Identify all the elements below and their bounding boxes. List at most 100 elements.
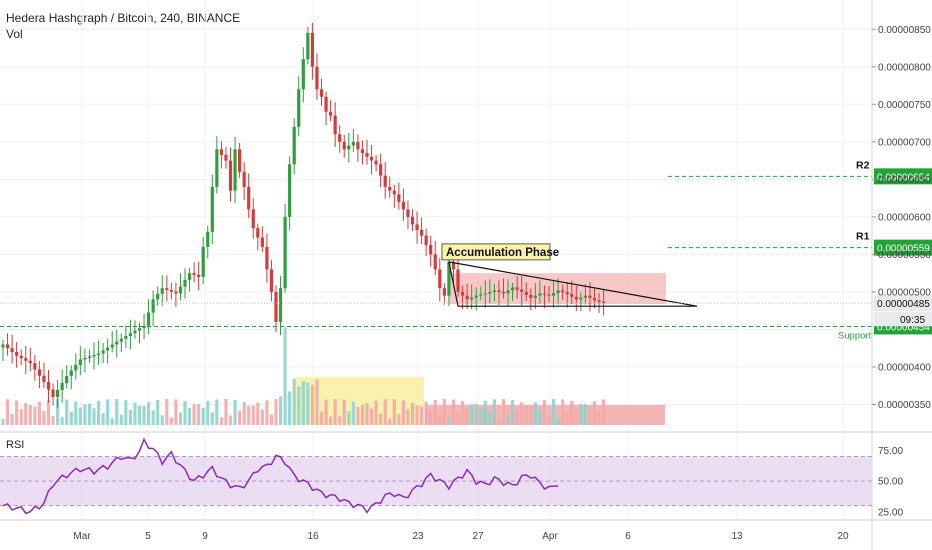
annotation-box	[441, 243, 551, 261]
level-name-r2: R2	[856, 159, 870, 171]
volume-bar	[165, 399, 169, 425]
volume-bar	[178, 412, 183, 425]
volume-bar	[74, 401, 78, 425]
candle-body	[169, 289, 173, 292]
volume-bar	[106, 399, 110, 425]
volume-bar	[183, 401, 187, 425]
candle-body	[342, 141, 346, 150]
countdown-tag	[874, 312, 932, 327]
candle-body	[497, 290, 501, 292]
candle-body	[260, 237, 264, 247]
candle-body	[256, 228, 260, 238]
volume-bar	[42, 411, 46, 425]
volume-bar	[124, 400, 128, 425]
volume-bar	[137, 405, 142, 425]
candle-body	[338, 134, 342, 142]
candle-body	[119, 338, 123, 342]
volume-bar	[215, 399, 219, 425]
volume-bar	[10, 413, 14, 425]
volume-bar	[269, 414, 274, 425]
volume-label: Vol	[6, 27, 23, 41]
candle-body	[165, 288, 169, 290]
volume-bar	[156, 400, 160, 425]
candle-body	[470, 297, 474, 300]
volume-bar	[351, 401, 355, 425]
volume-bar	[329, 416, 333, 425]
time-axis-label: 9	[202, 531, 208, 542]
volume-bar	[65, 399, 69, 425]
volume-bar	[374, 400, 378, 425]
volume-bar	[511, 400, 515, 425]
volume-bar	[274, 399, 278, 425]
volume-bar	[570, 400, 574, 425]
candle-body	[128, 333, 132, 337]
candle-body	[592, 297, 597, 301]
candle-body	[529, 294, 533, 298]
candle-body	[133, 330, 137, 334]
candle-body	[356, 141, 360, 150]
candle-body	[574, 296, 578, 300]
volume-bar	[46, 399, 51, 425]
candle-body	[410, 216, 415, 225]
volume-bar	[415, 405, 419, 425]
volume-bar	[142, 406, 146, 425]
time-axis-label: 5	[145, 531, 151, 542]
candle-body	[160, 288, 164, 294]
volume-bar	[497, 417, 501, 425]
candle-body	[588, 295, 592, 298]
volume-bar	[224, 399, 228, 425]
current-price-tag-label: 0.00000485	[877, 299, 930, 310]
volume-bar	[447, 417, 451, 425]
candle-body	[501, 291, 506, 294]
price-tag-r2-tag-label: 0.00000654	[877, 172, 930, 183]
volume-bar	[533, 402, 537, 425]
candle-body	[24, 358, 28, 361]
price-axis-label: 0.00000400	[878, 362, 931, 373]
volume-bar	[524, 405, 528, 425]
volume-bar	[315, 379, 319, 425]
candle-body	[247, 186, 251, 210]
volume-bar	[456, 412, 460, 425]
candle-body	[274, 291, 278, 322]
time-axis-label: 20	[837, 531, 849, 542]
volume-bar	[342, 399, 346, 425]
volume-bar	[347, 411, 351, 425]
candle-body	[460, 291, 465, 296]
time-axis-label: 16	[307, 531, 319, 542]
volume-bar	[556, 417, 560, 425]
volume-bar	[238, 410, 242, 425]
candle-body	[15, 351, 19, 356]
volume-bar	[465, 407, 469, 425]
volume-bar	[278, 396, 283, 425]
candle-body	[78, 359, 82, 365]
volume-bar	[69, 411, 73, 425]
volume-bar	[192, 403, 196, 425]
candle-body	[197, 275, 201, 277]
candle-body	[602, 301, 606, 304]
candle-body	[424, 235, 428, 246]
volume-bar	[301, 381, 305, 425]
candle-body	[383, 175, 387, 187]
time-axis-label: 13	[731, 531, 743, 542]
price-tag-r1-tag-label: 0.00000559	[877, 244, 930, 255]
candle-body	[269, 269, 274, 292]
price-tag-r2-tag	[874, 168, 932, 185]
volume-bar	[260, 409, 264, 425]
candle-body	[178, 286, 183, 294]
volume-bar	[474, 403, 478, 425]
rsi-line	[2, 437, 559, 515]
volume-bar	[233, 399, 237, 425]
candle-body	[101, 350, 105, 354]
descending-triangle	[448, 261, 698, 307]
candle-body	[329, 111, 333, 116]
candle-body	[142, 325, 146, 329]
volume-bar	[133, 402, 137, 425]
candle-body	[524, 291, 528, 295]
candle-body	[210, 186, 214, 232]
candle-body	[442, 288, 446, 296]
volume-bar	[174, 399, 178, 425]
volume-bar	[424, 401, 428, 425]
candle-body	[37, 369, 41, 376]
volume-bar	[5, 399, 10, 425]
